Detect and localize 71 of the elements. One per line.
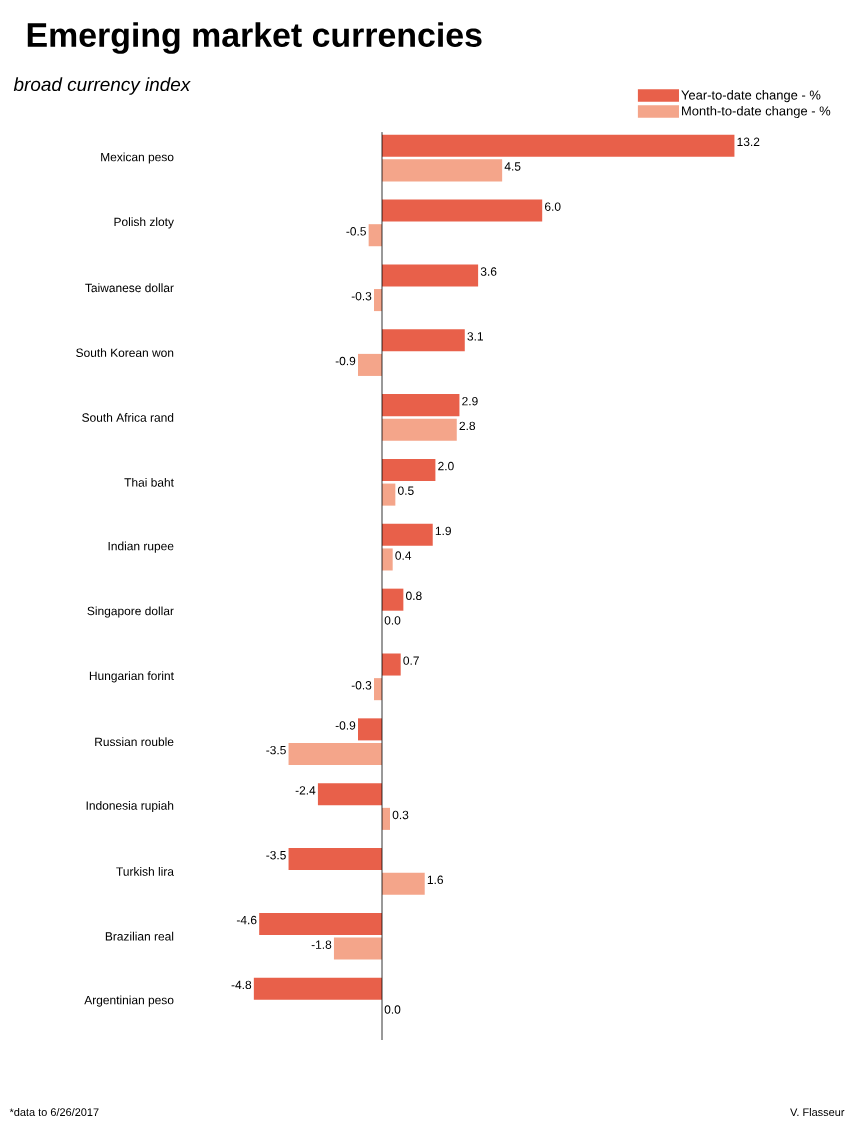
data-label: 0.0 [384,1005,401,1014]
data-label: -3.5 [266,850,286,860]
bar [382,653,401,676]
data-label: -4.8 [231,980,252,990]
data-label: -0.3 [351,291,372,301]
y-tick-label: Hungarian forint [89,671,174,683]
y-tick-label: Turkish lira [116,867,174,876]
bar [382,329,465,352]
bar [382,588,404,611]
y-tick-label: Polish zloty [114,217,174,229]
data-label: 3.6 [480,267,497,276]
data-label: -0.9 [335,721,356,730]
data-label: 1.9 [435,526,451,536]
bar [382,264,479,287]
bar [357,718,382,741]
bar [382,458,436,481]
data-label: 2.0 [438,461,454,471]
data-label: 0.5 [398,486,414,495]
data-label: -1.8 [311,940,332,949]
legend-label: Month-to-date change - % [682,105,831,119]
y-tick-label: Mexican peso [101,152,174,164]
data-label: 6.0 [545,202,561,211]
data-label: 2.8 [459,421,476,431]
y-tick-label: Taiwanese dollar [85,283,174,293]
bar [259,912,382,935]
data-label: -3.5 [266,745,286,755]
y-tick-label: Thai baht [124,477,174,487]
y-tick-label: South Korean won [76,348,174,357]
y-tick-label: Argentinian peso [84,995,174,1007]
y-tick-label: Singapore dollar [87,606,174,618]
data-label: 0.3 [392,810,409,820]
bar [382,159,503,182]
y-tick-label: Indonesia rupiah [86,800,174,813]
data-label: 3.1 [467,332,483,341]
bar [333,937,382,960]
bar [368,224,382,247]
bar [382,394,460,417]
text: broad currency index [13,77,191,95]
bar [382,872,425,895]
data-label: 0.4 [395,551,412,560]
chart-title: Emerging market currencies [27,22,482,54]
bar [357,353,382,376]
bar [382,134,735,157]
data-label: 0.0 [384,616,401,625]
data-label: -4.6 [236,915,257,925]
data-label: -0.5 [346,227,366,236]
bar [382,548,393,571]
y-tick-label: South Africa rand [82,413,174,422]
bar [382,199,543,222]
data-label: 0.7 [403,656,419,665]
y-tick-label: Russian rouble [95,737,174,747]
y-tick-label: Brazilian real [105,931,174,941]
bar [253,977,382,1000]
data-label: 1.6 [427,875,444,885]
bar [288,742,382,766]
text: V. Flasseur [790,1107,845,1117]
bar [382,523,433,546]
bar [382,483,396,506]
data-label: 13.2 [737,137,760,147]
data-label: 4.5 [504,162,521,171]
y-tick-label: Indian rupee [108,541,174,553]
bar [317,783,382,806]
text: *data to 6/26/2017 [9,1107,99,1117]
data-label: -2.4 [295,786,316,795]
bar [382,418,457,441]
data-label: 0.8 [406,591,422,601]
data-label: -0.3 [351,681,372,690]
data-label: -0.9 [335,356,356,366]
legend-label: Year-to-date change - % [681,90,821,103]
data-label: 2.9 [462,397,478,406]
bar [288,848,382,871]
